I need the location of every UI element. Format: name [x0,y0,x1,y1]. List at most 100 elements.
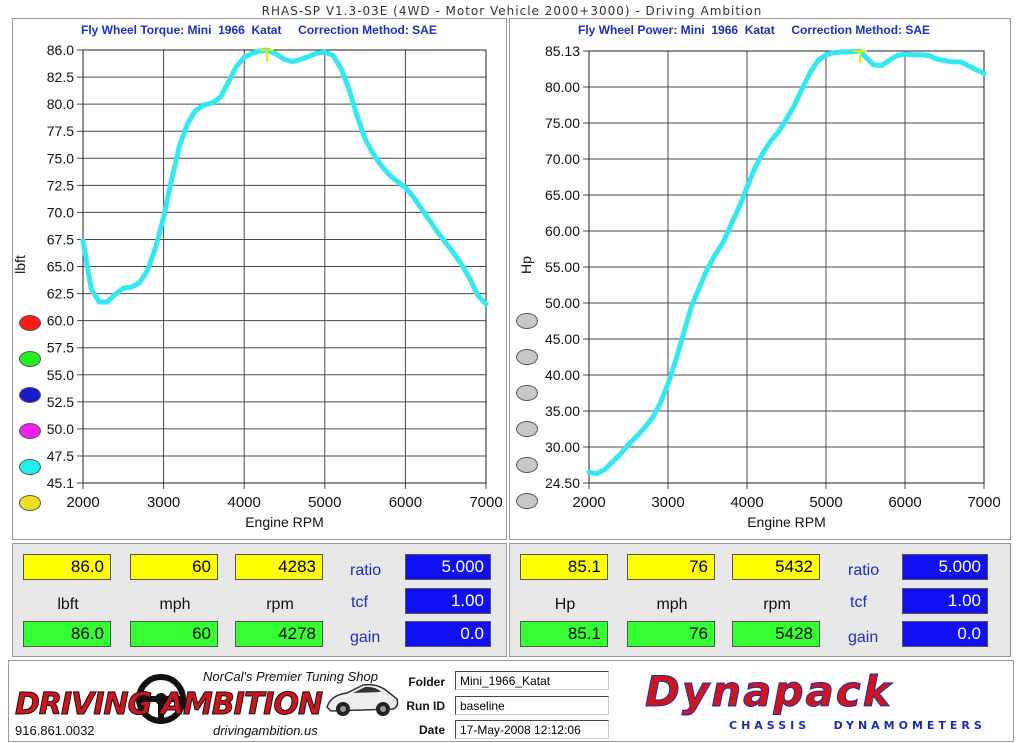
y-tick-label: 80.00 [545,79,580,95]
runid-field[interactable]: baseline [455,696,609,715]
y-tick-label: 67.5 [47,231,74,247]
x-axis-label: Engine RPM [245,514,324,530]
tcf-field[interactable]: 1.00 [405,588,491,614]
date-label: Date [418,723,445,737]
y-tick-label: 65.0 [47,259,74,275]
power-chart: 85.13 80.00 75.00 70.00 65.00 60.00 55.00 50.00… [518,43,1001,530]
run-color-dot[interactable] [19,495,41,511]
series-line [586,48,987,477]
y-tick-label: 24.50 [545,475,580,491]
date-field: 17-May-2008 12:12:06 [455,720,609,739]
current-torque-rpm: 4278 [235,621,323,647]
dynapack-subtitle: CHASSIS DYNAMOMETERS [729,719,986,732]
run-color-dot[interactable] [516,349,538,365]
rpm-unit-label: rpm [266,596,294,613]
y-tick-label: 60.0 [47,313,74,329]
run-color-dot[interactable] [19,423,41,439]
run-color-dot[interactable] [19,315,41,331]
power-unit-label: Hp [554,596,576,613]
shop-tagline: NorCal's Premier Tuning Shop [203,669,378,684]
y-tick-label: 75.0 [47,150,74,166]
current-power-mph: 76 [627,621,715,647]
gain-field[interactable]: 0.0 [405,621,491,647]
x-tick-label: 6000 [888,494,921,511]
shop-url[interactable]: drivingambition.us [213,723,318,738]
ratio-label: ratio [848,562,880,579]
current-power-value: 85.1 [520,621,608,647]
y-tick-label: 70.00 [545,151,580,167]
runid-label: Run ID [406,699,445,713]
ratio-field[interactable]: 5.000 [405,554,491,580]
y-tick-label: 52.5 [47,394,74,410]
ratio-label: ratio [350,562,382,579]
x-axis-label: Engine RPM [747,514,826,530]
y-tick-label: 35.00 [545,403,580,419]
tcf-label: tcf [351,594,368,611]
power-readout-panel: 85.1 76 5432 Hp mph rpm 85.1 76 5428 rat… [509,543,1011,657]
run-color-dot[interactable] [19,351,41,367]
gain-label: gain [848,629,879,646]
current-torque-value: 86.0 [23,621,111,647]
current-power-rpm: 5428 [732,621,820,647]
current-torque-mph: 60 [130,621,218,647]
ratio-field[interactable]: 5.000 [902,554,988,580]
x-tick-label: 7000 [469,494,502,511]
run-color-dot[interactable] [516,493,538,509]
torque-readout-panel: 86.0 60 4283 lbft mph rpm 86.0 60 4278 r… [12,543,507,657]
gain-field[interactable]: 0.0 [902,621,988,647]
run-color-dot[interactable] [516,457,538,473]
y-axis-label: Hp [518,256,534,274]
tcf-field[interactable]: 1.00 [902,588,988,614]
run-color-dot[interactable] [516,421,538,437]
y-tick-label: 45.1 [47,475,74,491]
run-color-dot[interactable] [19,459,41,475]
shop-logo-text: DRIVING AMBITION [14,687,323,723]
plot-frame [588,50,985,484]
x-tick-label: 3000 [651,494,684,511]
x-tick-label: 7000 [967,494,1000,511]
y-tick-label: 47.5 [47,448,74,464]
torque-chart: 86.0 82.5 80.0 77.5 75.0 72.5 70.0 67.5 65.0 62.5… [13,42,503,530]
series-line [80,47,489,307]
plot-frame [82,49,487,484]
dynapack-logo-text: Dynapack [645,667,893,717]
x-tick-label: 6000 [389,494,422,511]
x-tick-label: 2000 [572,494,605,511]
tcf-label: tcf [850,594,867,611]
y-tick-label: 82.5 [47,69,74,85]
peak-power-mph: 76 [627,554,715,580]
run-color-dot[interactable] [516,313,538,329]
peak-torque-value: 86.0 [23,554,111,580]
run-color-dot[interactable] [516,385,538,401]
y-tick-label: 77.5 [47,123,74,139]
gain-label: gain [350,629,381,646]
run-color-dot[interactable] [19,387,41,403]
x-tick-label: 4000 [730,494,763,511]
footer: NorCal's Premier Tuning Shop DRIVING AMB… [8,660,1014,742]
y-tick-label: 80.0 [47,96,74,112]
peak-marker [260,49,275,62]
mph-unit-label: mph [656,596,688,613]
y-tick-label: 57.5 [47,340,74,356]
peak-power-rpm: 5432 [732,554,820,580]
y-tick-label: 40.00 [545,367,580,383]
y-tick-label: 50.00 [545,295,580,311]
steering-wheel-icon [136,674,186,724]
peak-power-value: 85.1 [520,554,608,580]
x-tick-label: 2000 [66,494,99,511]
y-tick-label: 30.00 [545,439,580,455]
x-tick-label: 3000 [147,494,180,511]
folder-field[interactable]: Mini_1966_Katat [455,671,609,690]
x-tick-label: 4000 [228,494,261,511]
y-tick-label: 45.00 [545,331,580,347]
app-title: RHAS-SP V1.3-03E (4WD - Motor Vehicle 20… [261,4,763,18]
folder-label: Folder [408,675,445,689]
rpm-unit-label: rpm [763,596,791,613]
torque-chart-panel: Fly Wheel Torque: Mini 1966 Katat Correc… [12,18,507,540]
shop-logo: NorCal's Premier Tuning Shop DRIVING AMB… [13,665,403,738]
y-tick-label: 75.00 [545,115,580,131]
y-tick-label: 62.5 [47,286,74,302]
peak-marker [853,50,868,64]
x-tick-label: 5000 [308,494,341,511]
power-chart-panel: Fly Wheel Power: Mini 1966 Katat Correct… [509,18,1011,540]
